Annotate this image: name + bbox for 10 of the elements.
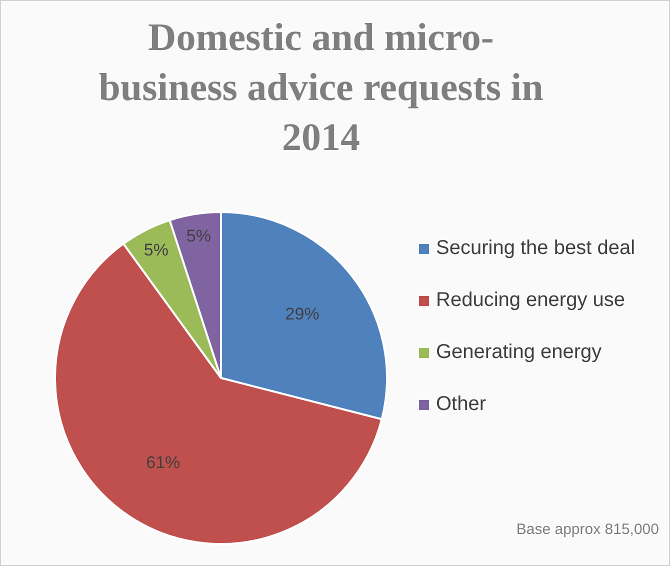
chart-title: Domestic and micro-business advice requests in 2014 bbox=[98, 15, 544, 161]
legend-label: Securing the best deal bbox=[436, 236, 636, 261]
legend-label: Generating energy bbox=[436, 340, 603, 365]
text: Base approx 815,000 bbox=[516, 521, 659, 538]
data-label: 29% bbox=[285, 304, 320, 324]
data-label: 5% bbox=[186, 226, 211, 246]
legend-label: Reducing energy use bbox=[436, 288, 626, 313]
data-label: 5% bbox=[144, 240, 168, 260]
data-label: 61% bbox=[146, 452, 180, 472]
legend-label: Other bbox=[436, 392, 488, 417]
